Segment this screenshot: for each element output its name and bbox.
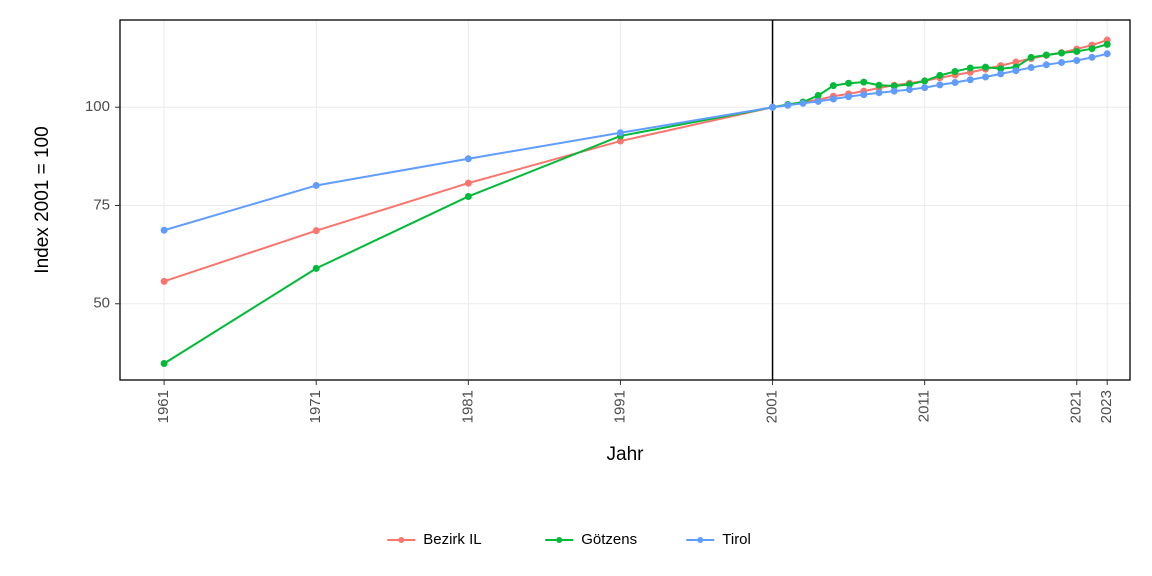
series-marker [922,78,928,84]
x-axis-title: Jahr [607,444,645,465]
series-marker [1043,52,1049,58]
series-marker [617,130,623,136]
series-marker [465,193,471,199]
series-marker [800,100,806,106]
series-marker [313,265,319,271]
y-tick-label: 50 [93,295,110,312]
series-marker [876,90,882,96]
series-marker [967,65,973,71]
x-tick-label: 1981 [459,390,476,423]
series-marker [313,228,319,234]
series-marker [1059,59,1065,65]
series-marker [1074,57,1080,63]
series-marker [815,98,821,104]
series-marker [952,79,958,85]
series-marker [161,278,167,284]
series-marker [876,82,882,88]
series-marker [1043,62,1049,68]
line-chart-svg: 50 75 100 1961 1971 1981 1991 2001 2011 2021 2023 I… [0,0,1152,576]
series-marker [998,71,1004,77]
legend-swatch-marker [398,537,404,543]
series-marker [465,180,471,186]
series-marker [982,74,988,80]
series-marker [785,102,791,108]
series-marker [1104,41,1110,47]
series-marker [1059,50,1065,56]
series-marker [313,182,319,188]
series-marker [922,85,928,91]
series-marker [161,360,167,366]
series-marker [861,79,867,85]
series-marker [846,80,852,86]
series-marker [465,156,471,162]
legend-label: Bezirk IL [423,531,481,548]
chart-container: 50 75 100 1961 1971 1981 1991 2001 2011 2021 2023 I… [0,0,1152,576]
series-marker [830,83,836,89]
legend-item: Tirol [686,531,751,548]
series-marker [1089,46,1095,52]
series-marker [830,96,836,102]
series-marker [982,64,988,70]
series-marker [1028,54,1034,60]
series-marker [1074,48,1080,54]
x-tick-label: 2023 [1098,390,1115,423]
x-tick-label: 2021 [1068,390,1085,423]
series-marker [1089,54,1095,60]
series-marker [846,94,852,100]
series-marker [937,72,943,78]
series-marker [906,87,912,93]
series-marker [815,92,821,98]
series-marker [161,227,167,233]
y-tick-label: 100 [85,98,110,115]
series-marker [891,88,897,94]
y-tick-label: 75 [93,196,110,213]
series-marker [1013,68,1019,74]
legend-swatch-marker [697,537,703,543]
x-tick-label: 2001 [764,390,781,423]
x-tick-label: 1971 [307,390,324,423]
series-marker [1028,65,1034,71]
y-axis-title: Index 2001 = 100 [32,126,53,273]
series-marker [1104,51,1110,57]
series-marker [967,77,973,83]
x-tick-label: 1991 [611,390,628,423]
plot-panel [120,20,1130,380]
legend-label: Götzens [581,531,637,548]
series-marker [861,92,867,98]
series-marker [770,104,776,110]
series-marker [937,82,943,88]
legend-label: Tirol [722,531,751,548]
legend-item: Götzens [545,531,637,548]
legend-swatch-marker [556,537,562,543]
x-tick-label: 1961 [155,390,172,423]
legend-item: Bezirk IL [387,531,481,548]
series-marker [952,68,958,74]
x-tick-label: 2011 [916,390,933,422]
